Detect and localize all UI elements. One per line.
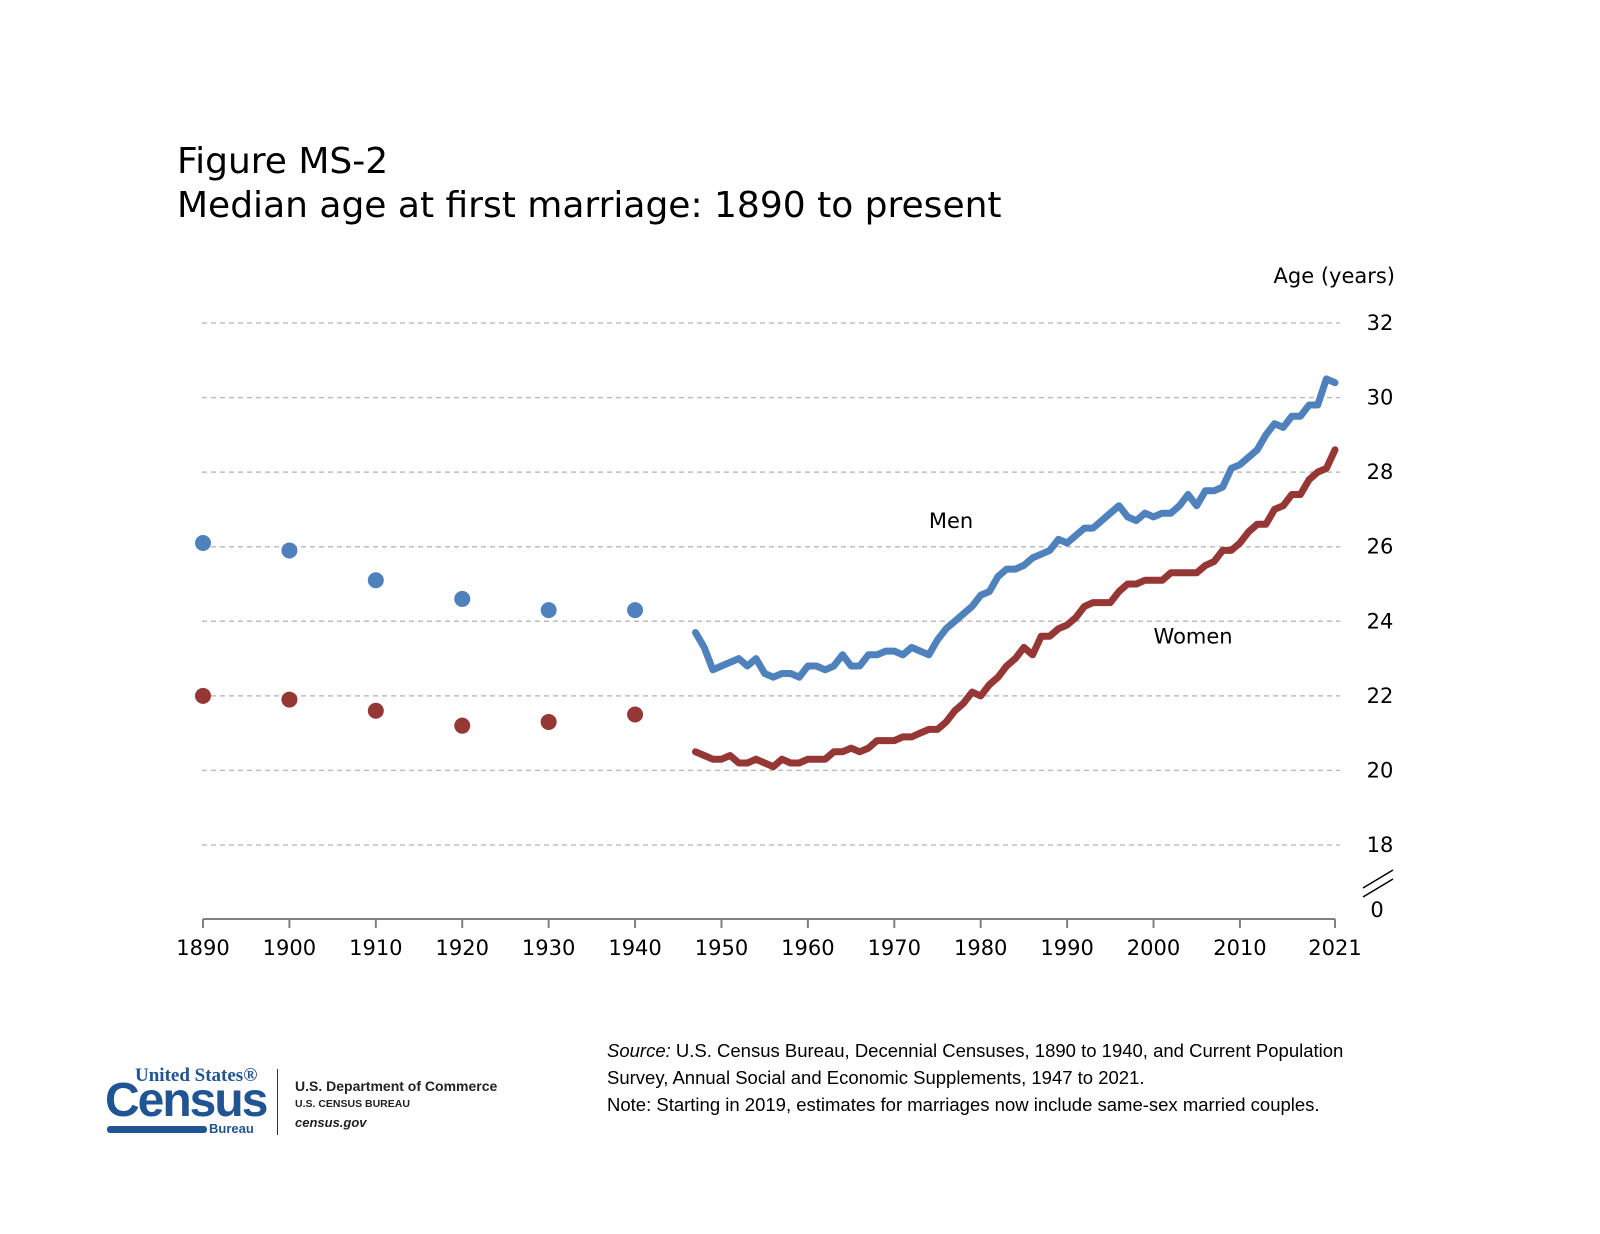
- women-point: [454, 717, 471, 734]
- annotations: Men Women: [929, 509, 1233, 649]
- women-point: [540, 713, 557, 730]
- women-point: [367, 702, 384, 719]
- series: [195, 375, 1339, 771]
- note-text: Note: Starting in 2019, estimates for ma…: [607, 1094, 1320, 1115]
- women-point: [627, 706, 644, 723]
- line-chart: 32 30 28 26 24 22 20 18 0 1890 1900 1910 1920 1930 194…: [176, 264, 1395, 960]
- logo-bureau: Bureau: [209, 1121, 254, 1136]
- source-text: U.S. Census Bureau, Decennial Censuses, …: [607, 1040, 1344, 1088]
- logo-divider: [277, 1069, 278, 1135]
- men-point: [281, 542, 298, 559]
- x-tick-label: 1980: [954, 936, 1007, 960]
- men-series: [195, 375, 1339, 681]
- y-tick-label: 30: [1367, 386, 1394, 410]
- figure-label: Figure MS-2: [177, 141, 389, 182]
- x-tick-label: 2021: [1308, 936, 1361, 960]
- x-tick-label: 1950: [695, 936, 748, 960]
- y-tick-label: 18: [1367, 833, 1394, 857]
- women-line: [692, 446, 1339, 771]
- bureau-name: U.S. CENSUS BUREAU: [295, 1098, 410, 1110]
- x-tick-label: 1930: [522, 936, 575, 960]
- department-name: U.S. Department of Commerce: [295, 1078, 498, 1094]
- y-tick-label: 26: [1367, 535, 1394, 559]
- axes: 32 30 28 26 24 22 20 18 0 1890 1900 1910 1920 1930 194…: [176, 311, 1394, 960]
- women-series: [195, 446, 1339, 771]
- x-tick-label: 2010: [1213, 936, 1266, 960]
- y-tick-label: 20: [1367, 758, 1394, 782]
- men-line: [692, 375, 1339, 681]
- source-note: Source: U.S. Census Bureau, Decennial Ce…: [607, 1037, 1407, 1118]
- annotation-women: Women: [1154, 625, 1233, 649]
- y-tick-label: 28: [1367, 460, 1394, 484]
- x-tick-label: 2000: [1127, 936, 1180, 960]
- logo-united-states: United States®: [135, 1065, 258, 1086]
- figure-title-block: Figure MS-2 Median age at first marriage…: [177, 140, 1002, 228]
- gridlines: [202, 322, 1340, 846]
- y-tick-label: 32: [1367, 311, 1394, 335]
- x-tick-label: 1960: [781, 936, 834, 960]
- annotation-men: Men: [929, 509, 973, 533]
- men-point: [195, 534, 211, 551]
- x-tick-label: 1890: [176, 936, 229, 960]
- men-point: [367, 572, 384, 589]
- y-tick-label-zero: 0: [1370, 898, 1383, 922]
- x-tick-label: 1910: [349, 936, 402, 960]
- figure-title: Median age at first marriage: 1890 to pr…: [177, 185, 1002, 226]
- axis-break-mark: [1362, 869, 1394, 889]
- logo-census-wordmark: Census: [105, 1074, 268, 1127]
- men-point: [540, 602, 557, 619]
- x-tick-label: 1940: [608, 936, 661, 960]
- women-point: [195, 687, 211, 704]
- x-tick-label: 1990: [1040, 936, 1093, 960]
- men-point: [627, 602, 644, 619]
- source-label: Source:: [607, 1040, 671, 1061]
- x-tick-label: 1920: [436, 936, 489, 960]
- y-tick-label: 22: [1367, 684, 1394, 708]
- website-link[interactable]: census.gov: [295, 1115, 367, 1130]
- census-logo-block: United States® Census Bureau U.S. Depart…: [105, 1065, 515, 1136]
- men-point: [454, 590, 471, 607]
- y-tick-label: 24: [1367, 609, 1394, 633]
- women-point: [281, 691, 298, 708]
- y-axis-label: Age (years): [1274, 264, 1395, 288]
- x-tick-label: 1900: [263, 936, 316, 960]
- axis-break-mark: [1362, 878, 1394, 898]
- x-tick-label: 1970: [868, 936, 921, 960]
- logo-underline: [107, 1126, 207, 1133]
